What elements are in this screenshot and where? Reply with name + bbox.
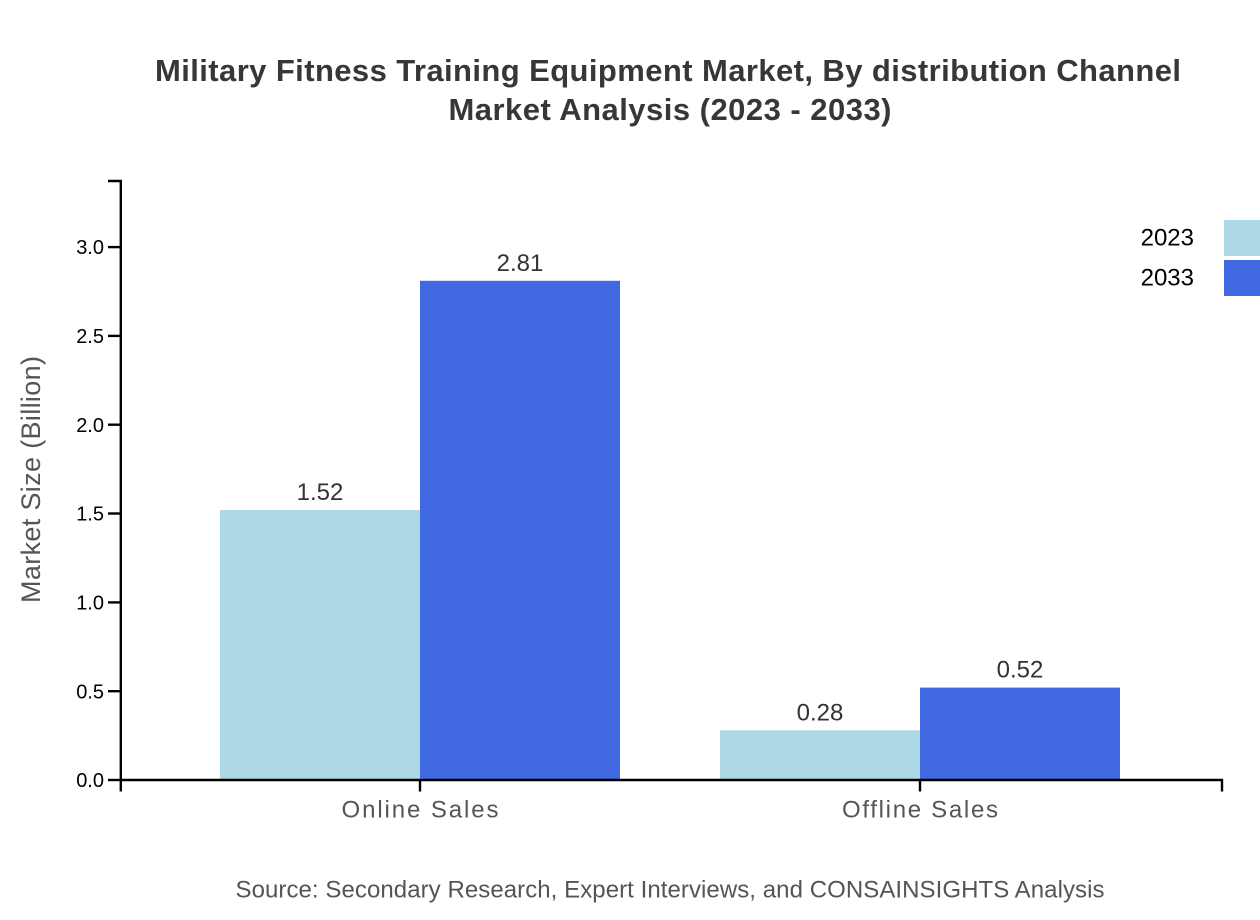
svg-text:Online Sales: Online Sales: [342, 797, 499, 824]
svg-text:0.0: 0.0: [76, 770, 104, 792]
svg-text:0.52: 0.52: [997, 657, 1044, 684]
svg-text:1.5: 1.5: [76, 504, 104, 526]
svg-text:Market Analysis (2023 - 2033): Market Analysis (2023 - 2033): [449, 92, 892, 127]
svg-text:2.5: 2.5: [76, 326, 104, 348]
svg-text:0.5: 0.5: [76, 681, 104, 703]
svg-text:Market Size (Billion): Market Size (Billion): [16, 356, 46, 603]
svg-text:Offline Sales: Offline Sales: [842, 797, 998, 824]
svg-text:2023: 2023: [1141, 225, 1194, 252]
svg-text:3.0: 3.0: [76, 237, 104, 259]
svg-text:Military Fitness Training Equi: Military Fitness Training Equipment Mark…: [155, 53, 1181, 88]
svg-text:Source: Secondary Research, Ex: Source: Secondary Research, Expert Inter…: [236, 876, 1105, 903]
svg-text:2033: 2033: [1141, 265, 1194, 292]
svg-text:1.52: 1.52: [297, 479, 344, 506]
svg-text:2.81: 2.81: [497, 250, 544, 277]
svg-text:0.28: 0.28: [797, 699, 844, 726]
svg-text:1.0: 1.0: [76, 593, 104, 615]
svg-text:2.0: 2.0: [76, 415, 104, 437]
